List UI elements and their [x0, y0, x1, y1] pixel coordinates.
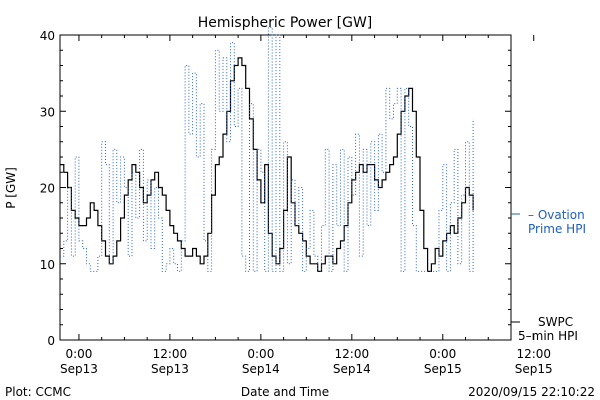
swpc-hpi-line: [60, 57, 474, 272]
x-tick-date-label: Sep14: [333, 362, 371, 376]
footer-plot-source: Plot: CCMC: [5, 385, 71, 399]
y-tick-label: 40: [40, 29, 55, 43]
x-axis-ticks: 0:00Sep1312:00Sep130:00Sep1412:00Sep140:…: [60, 35, 553, 376]
x-tick-time-label: 12:00: [516, 347, 551, 361]
x-tick-time-label: 12:00: [153, 347, 188, 361]
chart-title: Hemispheric Power [GW]: [198, 15, 373, 31]
series-layer: [60, 26, 474, 272]
x-tick-time-label: 12:00: [335, 347, 370, 361]
y-axis-label: P [GW]: [4, 167, 18, 209]
legend-swpc-label-2: 5–min HPI: [518, 329, 578, 343]
y-tick-label: 30: [40, 105, 55, 119]
y-tick-label: 10: [40, 258, 55, 272]
y-tick-label: 0: [47, 334, 55, 348]
x-axis-label: Date and Time: [241, 385, 329, 399]
footer-timestamp: 2020/09/15 22:10:22: [468, 385, 595, 399]
x-tick-date-label: Sep13: [60, 362, 98, 376]
x-tick-date-label: Sep13: [151, 362, 189, 376]
y-axis-ticks: 0 10 20 30 40: [40, 29, 511, 348]
legend-swpc-label-1: SWPC: [538, 315, 573, 329]
legend-ovation-label-2: Prime HPI: [528, 222, 586, 236]
ovation-prime-hpi-line: [60, 26, 474, 272]
x-tick-date-label: Sep15: [515, 362, 553, 376]
x-tick-time-label: 0:00: [65, 347, 92, 361]
legend: – Ovation Prime HPI SWPC 5–min HPI: [511, 208, 586, 343]
x-tick-time-label: 0:00: [247, 347, 274, 361]
x-tick-date-label: Sep15: [424, 362, 462, 376]
x-tick-date-label: Sep14: [242, 362, 280, 376]
x-tick-time-label: 0:00: [429, 347, 456, 361]
y-tick-label: 20: [40, 182, 55, 196]
legend-ovation-label-1: – Ovation: [528, 208, 585, 222]
